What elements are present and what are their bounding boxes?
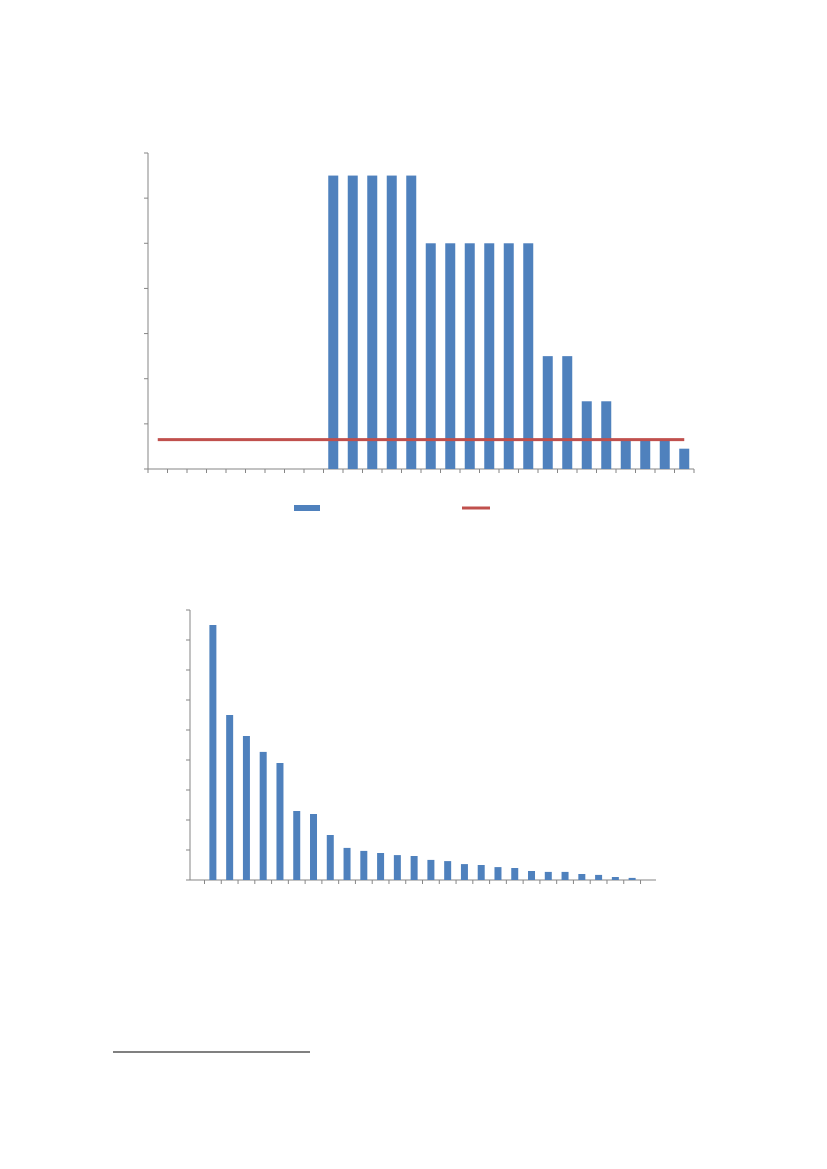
bar — [393, 855, 401, 880]
bar — [511, 868, 519, 880]
bar — [578, 874, 586, 880]
bar — [328, 175, 339, 470]
bar — [628, 877, 636, 880]
bar — [595, 874, 603, 880]
bar — [542, 356, 553, 469]
bar — [326, 835, 334, 880]
bar — [464, 243, 475, 469]
bar — [377, 853, 385, 880]
bar — [276, 763, 284, 880]
bar — [293, 811, 301, 880]
bar — [561, 871, 569, 880]
bar — [347, 175, 358, 470]
bar — [494, 867, 502, 880]
bar — [444, 861, 452, 880]
bar — [640, 439, 651, 469]
bar — [620, 439, 631, 469]
bar — [562, 356, 573, 469]
bar — [611, 877, 619, 880]
bar — [601, 401, 612, 469]
bar — [209, 625, 217, 880]
bar — [386, 175, 397, 470]
bar — [659, 439, 670, 469]
bar — [427, 859, 435, 880]
bar — [544, 871, 552, 880]
bar — [226, 715, 234, 880]
bar — [581, 401, 592, 469]
bar — [242, 736, 250, 880]
bar — [679, 448, 690, 469]
bar — [460, 864, 468, 880]
bar — [259, 751, 267, 880]
bar — [360, 850, 368, 880]
bar — [343, 847, 351, 880]
bar — [503, 243, 514, 469]
legend-swatch — [294, 505, 320, 511]
bar — [445, 243, 456, 469]
bar — [484, 243, 495, 469]
bar — [528, 871, 536, 880]
bar — [523, 243, 534, 469]
bar — [310, 814, 318, 880]
bar — [406, 175, 417, 470]
bar — [425, 243, 436, 469]
bar — [477, 865, 485, 880]
bar — [410, 856, 418, 880]
bar — [367, 175, 378, 470]
